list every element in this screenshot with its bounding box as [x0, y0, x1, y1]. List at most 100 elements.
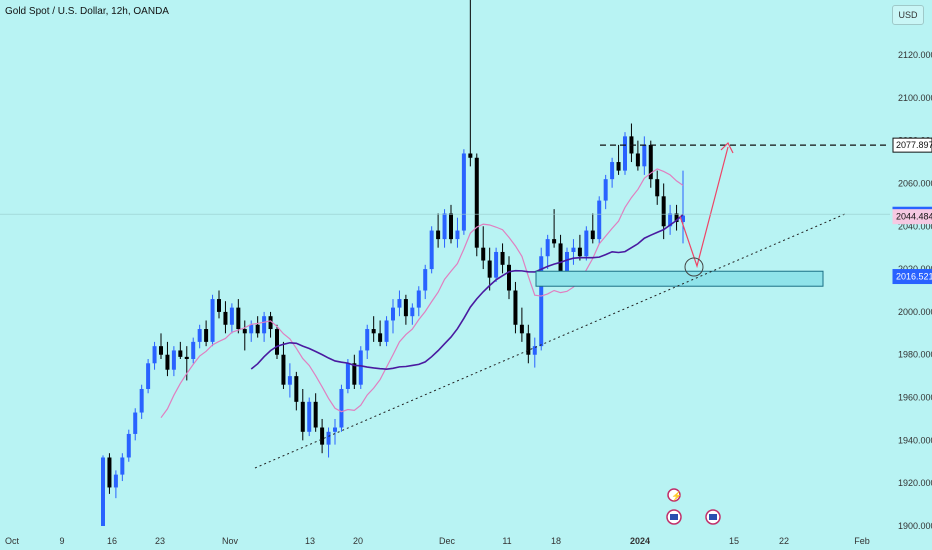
candle-body	[545, 239, 550, 257]
candle-body	[655, 179, 660, 197]
candle-body	[268, 316, 273, 330]
candle-body	[481, 247, 486, 261]
candle-body	[287, 376, 292, 385]
candle-body	[539, 256, 544, 347]
candle-body	[442, 213, 447, 240]
price-label: 2044.484	[896, 212, 932, 222]
candle-body	[429, 230, 434, 270]
candle-body	[223, 311, 228, 325]
candle-body	[616, 162, 621, 171]
time-tick: Feb	[854, 536, 870, 546]
projection-arrow	[679, 146, 729, 269]
candle-body	[294, 376, 299, 402]
candle-body	[661, 196, 666, 227]
price-label-box	[892, 137, 932, 153]
candle-body	[610, 162, 615, 180]
price-tick: 1940.000	[898, 435, 932, 445]
candle-body	[352, 363, 357, 385]
candle-body	[126, 433, 131, 458]
candle-body	[365, 329, 370, 351]
candle-body	[165, 354, 170, 370]
candle-body	[210, 299, 215, 342]
candle-body	[449, 213, 453, 240]
candle-body	[461, 153, 466, 231]
candle-body	[455, 230, 460, 240]
candle-body	[565, 251, 569, 274]
chart-title: Gold Spot / U.S. Dollar, 12h, OANDA	[5, 6, 169, 17]
time-tick: Oct	[5, 536, 20, 546]
candle-body	[281, 354, 286, 385]
candle-body	[513, 290, 518, 325]
candle-body	[584, 230, 589, 257]
candle-body	[552, 239, 557, 244]
candle-body	[623, 136, 627, 171]
candle-body	[236, 307, 241, 330]
lightning-icon[interactable]	[667, 488, 681, 502]
candle-body	[275, 329, 279, 355]
currency-button[interactable]: USD	[892, 5, 924, 25]
candle-body	[217, 299, 221, 312]
price-tick: 1960.000	[898, 393, 932, 403]
time-tick: 23	[155, 536, 165, 546]
candle-body	[681, 215, 685, 222]
candle-body	[333, 427, 337, 432]
candle-body	[339, 388, 344, 428]
candle-body	[603, 179, 608, 201]
candle-body	[648, 144, 653, 180]
time-tick: 11	[502, 536, 511, 546]
price-label-box	[892, 209, 932, 225]
time-tick: 13	[305, 536, 315, 546]
candle-body	[307, 401, 312, 432]
time-tick: 9	[59, 536, 64, 546]
time-tick: 20	[353, 536, 363, 546]
candle-body	[403, 299, 408, 317]
candle-body	[494, 251, 499, 278]
price-tick: 2100.000	[898, 93, 932, 103]
candle-body	[590, 230, 595, 240]
candle-body	[107, 457, 112, 488]
candle-body	[242, 329, 247, 334]
candle-body	[410, 307, 415, 317]
candle-body	[229, 307, 234, 325]
candle-body	[378, 333, 383, 342]
candle-body	[526, 333, 531, 355]
time-tick: Dec	[439, 536, 456, 546]
time-tick: 15	[729, 536, 739, 546]
candle-body	[345, 363, 350, 389]
candle-body	[487, 260, 492, 278]
candle-body	[159, 346, 163, 355]
candle-body	[577, 247, 582, 257]
candle-body	[101, 457, 105, 526]
candle-body	[371, 329, 376, 334]
candle-body	[642, 144, 647, 167]
candle-body	[255, 324, 260, 334]
price-tick: 2000.000	[898, 307, 932, 317]
candle-body	[133, 412, 138, 434]
candle-body	[313, 401, 318, 428]
price-tick: 2040.000	[898, 221, 932, 231]
price-tick: 1980.000	[898, 350, 932, 360]
candle-body	[191, 341, 196, 360]
arrow-head	[720, 141, 734, 154]
candle-body	[178, 350, 183, 357]
candle-body	[139, 388, 144, 413]
candle-body	[397, 299, 402, 308]
candle-body	[320, 427, 325, 445]
candle-body	[674, 213, 679, 222]
price-tick: 1920.000	[898, 478, 932, 488]
candle-body	[152, 346, 157, 364]
candle-body	[597, 200, 602, 240]
price-tick: 2060.000	[898, 178, 932, 188]
candle-body	[532, 346, 537, 355]
candle-body	[507, 264, 511, 291]
lightning-glyph: ⚡	[671, 490, 682, 502]
time-tick: 18	[551, 536, 561, 546]
candle-body	[500, 251, 505, 265]
candle-body	[423, 269, 428, 291]
candle-body	[113, 474, 118, 488]
candle-body	[197, 329, 202, 342]
candle-body	[474, 157, 479, 248]
trendline	[254, 213, 846, 469]
candle-body	[358, 350, 363, 385]
